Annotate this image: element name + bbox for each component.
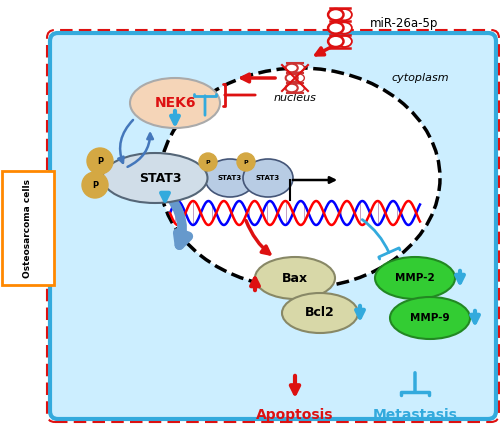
Text: P: P bbox=[244, 159, 248, 165]
Circle shape bbox=[82, 172, 108, 198]
Ellipse shape bbox=[282, 293, 358, 333]
Ellipse shape bbox=[205, 159, 255, 197]
Ellipse shape bbox=[286, 84, 298, 92]
Text: cytoplasm: cytoplasm bbox=[391, 73, 449, 83]
FancyBboxPatch shape bbox=[2, 171, 54, 285]
Ellipse shape bbox=[336, 36, 352, 47]
Text: NEK6: NEK6 bbox=[154, 96, 196, 110]
Circle shape bbox=[87, 148, 113, 174]
Ellipse shape bbox=[292, 64, 304, 72]
Text: Apoptosis: Apoptosis bbox=[256, 408, 334, 422]
Ellipse shape bbox=[243, 159, 293, 197]
Text: P: P bbox=[206, 159, 210, 165]
Text: Osteosarcoma cells: Osteosarcoma cells bbox=[24, 178, 32, 278]
Ellipse shape bbox=[292, 84, 304, 92]
Ellipse shape bbox=[130, 78, 220, 128]
Text: STAT3: STAT3 bbox=[256, 175, 280, 181]
Ellipse shape bbox=[102, 153, 208, 203]
Text: MMP-2: MMP-2 bbox=[395, 273, 435, 283]
Text: P: P bbox=[97, 156, 103, 165]
Ellipse shape bbox=[328, 23, 344, 34]
Ellipse shape bbox=[328, 36, 344, 47]
Text: STAT3: STAT3 bbox=[218, 175, 242, 181]
Ellipse shape bbox=[328, 9, 344, 20]
FancyBboxPatch shape bbox=[50, 33, 496, 419]
Text: Metastasis: Metastasis bbox=[372, 408, 458, 422]
Text: Bax: Bax bbox=[282, 271, 308, 284]
Ellipse shape bbox=[160, 68, 440, 288]
Ellipse shape bbox=[390, 297, 470, 339]
Ellipse shape bbox=[286, 64, 298, 72]
Ellipse shape bbox=[292, 74, 304, 82]
Ellipse shape bbox=[286, 74, 298, 82]
Text: Bcl2: Bcl2 bbox=[305, 307, 335, 320]
Circle shape bbox=[237, 153, 255, 171]
Text: STAT3: STAT3 bbox=[139, 171, 181, 184]
Circle shape bbox=[199, 153, 217, 171]
Text: nucleus: nucleus bbox=[274, 93, 316, 103]
Ellipse shape bbox=[255, 257, 335, 299]
Text: P: P bbox=[92, 181, 98, 190]
Text: MMP-9: MMP-9 bbox=[410, 313, 450, 323]
Ellipse shape bbox=[336, 9, 352, 20]
Ellipse shape bbox=[375, 257, 455, 299]
Text: miR-26a-5p: miR-26a-5p bbox=[370, 16, 438, 29]
Ellipse shape bbox=[336, 23, 352, 34]
